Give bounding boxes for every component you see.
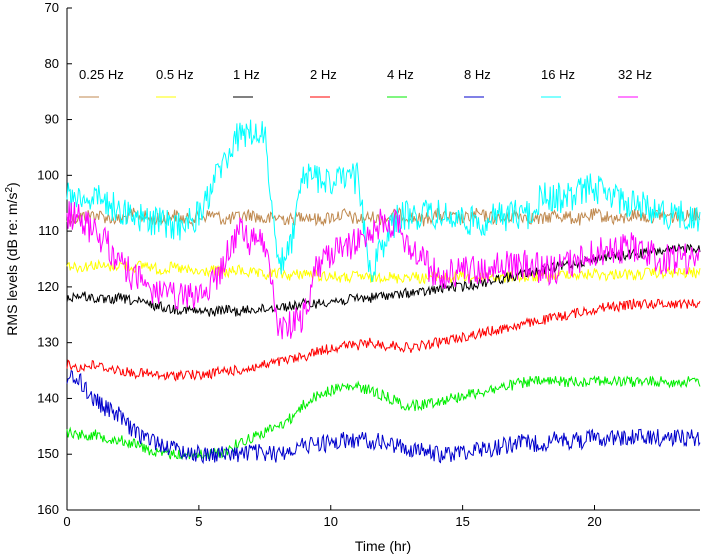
series-line-16-hz: [66, 119, 701, 283]
legend-label-0-25-hz: 0.25 Hz: [79, 67, 124, 82]
legend-label-16-hz: 16 Hz: [541, 67, 575, 82]
series-line-2-hz: [66, 298, 701, 382]
y-tick-label: 160: [37, 502, 59, 517]
x-tick-label: 5: [195, 514, 202, 529]
legend-label-1-hz: 1 Hz: [233, 67, 260, 82]
y-tick-label: 130: [37, 335, 59, 350]
x-tick-label: 15: [455, 514, 469, 529]
legend-label-2-hz: 2 Hz: [310, 67, 337, 82]
series-line-32-hz: [66, 201, 701, 340]
y-axis-title-tail: ): [4, 182, 20, 187]
y-tick-label: 110: [38, 223, 59, 238]
series-line-1-hz: [66, 243, 701, 317]
series-line-0-5-hz: [66, 258, 701, 285]
y-axis-title-main: RMS levels (dB re: m/s: [4, 193, 20, 336]
y-tick-label: 90: [45, 112, 59, 127]
legend-label-8-hz: 8 Hz: [464, 67, 491, 82]
y-axis-title: RMS levels (dB re: m/s2): [4, 182, 20, 335]
x-axis-title: Time (hr): [355, 538, 411, 554]
y-tick-label: 120: [37, 279, 59, 294]
y-tick-label: 80: [45, 56, 59, 71]
series-line-4-hz: [66, 375, 701, 460]
x-tick-label: 10: [324, 514, 338, 529]
legend: 0.25 Hz 0.5 Hz 1 Hz 2 Hz 4 Hz 8 Hz 16 Hz 32 Hz: [79, 67, 652, 98]
y-tick-label: 140: [37, 390, 59, 405]
y-tick-label: 150: [37, 446, 59, 461]
series-line-8-hz: [66, 369, 701, 465]
y-tick-label: 70: [45, 0, 59, 15]
axis-ticks: 0 5 10 15 20 70 80 90 100 110 120 130 140 150 160: [37, 0, 601, 529]
legend-label-0-5-hz: 0.5 Hz: [156, 67, 194, 82]
legend-label-4-hz: 4 Hz: [387, 67, 414, 82]
x-tick-label: 20: [587, 514, 601, 529]
x-tick-label: 0: [63, 514, 70, 529]
plot-frame: [66, 8, 700, 511]
series-layer: [66, 119, 701, 465]
y-axis-title-sup: 2: [4, 187, 15, 193]
y-tick-label: 100: [37, 167, 59, 182]
legend-label-32-hz: 32 Hz: [618, 67, 652, 82]
